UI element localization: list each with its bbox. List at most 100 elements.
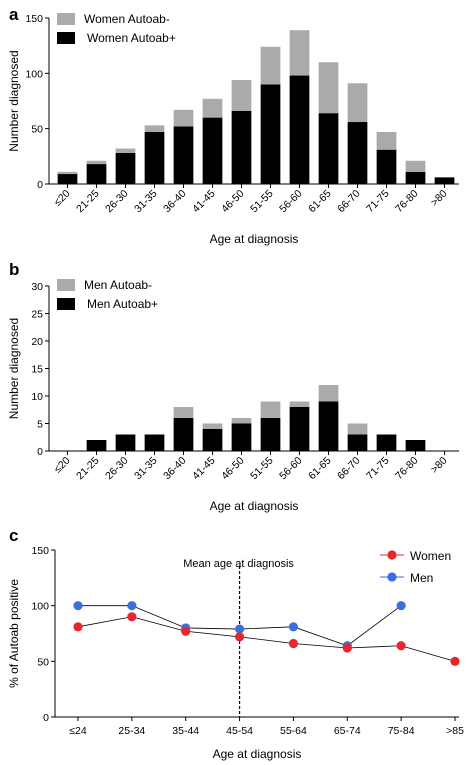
point-women (181, 626, 191, 636)
bar-autoab-pos (86, 164, 107, 184)
x-tick-label: 61-65 (306, 188, 334, 216)
legend-label-men: Men (410, 571, 433, 585)
legend-swatch-autoab-neg (57, 279, 75, 291)
bar-autoab-pos (173, 418, 194, 451)
bar-autoab-neg (405, 160, 426, 172)
x-tick-label: 35-44 (172, 725, 199, 737)
y-tick-label: 5 (37, 419, 43, 431)
bar-autoab-pos (318, 113, 339, 184)
x-tick-label: >85 (446, 725, 464, 737)
bar-autoab-pos (434, 177, 455, 184)
panel-label-c: c (9, 526, 18, 545)
x-tick-label: 46-50 (219, 188, 247, 216)
x-tick-label: 45-54 (226, 725, 253, 737)
y-tick-label: 10 (31, 391, 43, 403)
x-tick-label: 71-75 (364, 455, 392, 483)
x-axis-label: Age at diagnosis (210, 499, 299, 513)
x-tick-label: 76-80 (393, 455, 421, 483)
y-tick-label: 50 (31, 124, 43, 136)
x-tick-label: 36-40 (161, 188, 189, 216)
bar-autoab-pos (144, 434, 165, 451)
bar-autoab-pos (289, 75, 310, 184)
point-men (396, 601, 406, 611)
x-tick-label: 51-55 (248, 455, 276, 483)
x-axis-label: Age at diagnosis (213, 747, 302, 761)
legend-swatch-autoab-pos (57, 298, 75, 310)
bar-autoab-neg (318, 62, 339, 114)
point-men (127, 601, 137, 611)
y-tick-label: 0 (43, 712, 49, 724)
x-tick-label: >80 (429, 455, 450, 476)
x-tick-label: 26-30 (103, 455, 131, 483)
legend-swatch-autoab-neg (57, 13, 75, 25)
x-tick-label: 56-60 (277, 188, 305, 216)
legend-label-autoab-pos: Women Autoab+ (87, 31, 176, 45)
bar-autoab-pos (115, 153, 136, 184)
series-line-women (77, 616, 456, 662)
point-men (73, 601, 83, 611)
x-tick-label: 31-35 (132, 188, 160, 216)
legend-marker-women (387, 550, 397, 560)
x-tick-label: ≤20 (52, 455, 73, 476)
legend-label-autoab-pos: Men Autoab+ (87, 297, 158, 311)
y-axis-label: Number diagnosed (7, 50, 21, 151)
x-tick-label: 36-40 (161, 455, 189, 483)
x-tick-label: 65-74 (334, 725, 361, 737)
x-tick-label: 55-64 (280, 725, 307, 737)
bar-autoab-pos (405, 440, 426, 451)
y-axis-label: % of Autoab positive (7, 579, 21, 688)
legend-label-autoab-neg: Women Autoab- (84, 12, 170, 26)
x-tick-label: 21-25 (74, 188, 102, 216)
bar-autoab-pos (405, 171, 426, 184)
bar-autoab-pos (376, 149, 397, 184)
x-tick-label: 75-84 (388, 725, 415, 737)
y-tick-label: 15 (31, 364, 43, 376)
bar-autoab-neg (144, 125, 165, 132)
bar-autoab-neg (347, 83, 368, 123)
bar-autoab-pos (231, 110, 252, 184)
bar-autoab-neg (173, 109, 194, 127)
panel-label-a: a (9, 5, 19, 24)
panel-label-b: b (9, 260, 19, 279)
bar-autoab-pos (86, 440, 107, 451)
point-men (288, 622, 299, 632)
x-tick-label: 21-25 (74, 455, 102, 483)
bar-autoab-pos (289, 407, 310, 451)
bar-autoab-neg (376, 131, 397, 150)
x-tick-label: 26-30 (103, 188, 131, 216)
x-tick-label: 31-35 (132, 455, 160, 483)
bar-autoab-pos (347, 122, 368, 184)
x-tick-label: ≤24 (69, 725, 87, 737)
y-tick-label: 150 (31, 545, 49, 557)
mean-age-annotation: Mean age at diagnosis (183, 558, 294, 570)
point-women (234, 632, 245, 642)
x-tick-label: 25-34 (118, 725, 145, 737)
point-women (450, 656, 460, 666)
legend-marker-men (387, 572, 397, 582)
x-tick-label: 76-80 (393, 188, 421, 216)
bar-autoab-neg (173, 407, 194, 418)
bar-autoab-neg (260, 46, 281, 85)
bar-autoab-neg (202, 98, 223, 118)
legend-label-autoab-neg: Men Autoab- (84, 278, 152, 292)
y-tick-label: 150 (25, 13, 43, 25)
bar-autoab-neg (318, 385, 339, 402)
bar-autoab-pos (260, 418, 281, 451)
point-women (127, 612, 137, 622)
x-tick-label: 41-45 (190, 188, 218, 216)
x-tick-label: 71-75 (364, 188, 392, 216)
y-tick-label: 0 (37, 446, 43, 458)
bar-autoab-pos (318, 401, 339, 451)
x-tick-label: ≤20 (52, 188, 73, 209)
bar-autoab-pos (376, 434, 397, 451)
point-men (234, 624, 245, 634)
bar-autoab-pos (115, 434, 136, 451)
point-women (342, 643, 352, 653)
legend-swatch-autoab-pos (57, 32, 75, 44)
bar-autoab-neg (289, 30, 310, 76)
y-tick-label: 25 (31, 309, 43, 321)
x-tick-label: >80 (429, 188, 450, 209)
y-tick-label: 100 (25, 68, 43, 80)
bar-autoab-pos (260, 84, 281, 184)
